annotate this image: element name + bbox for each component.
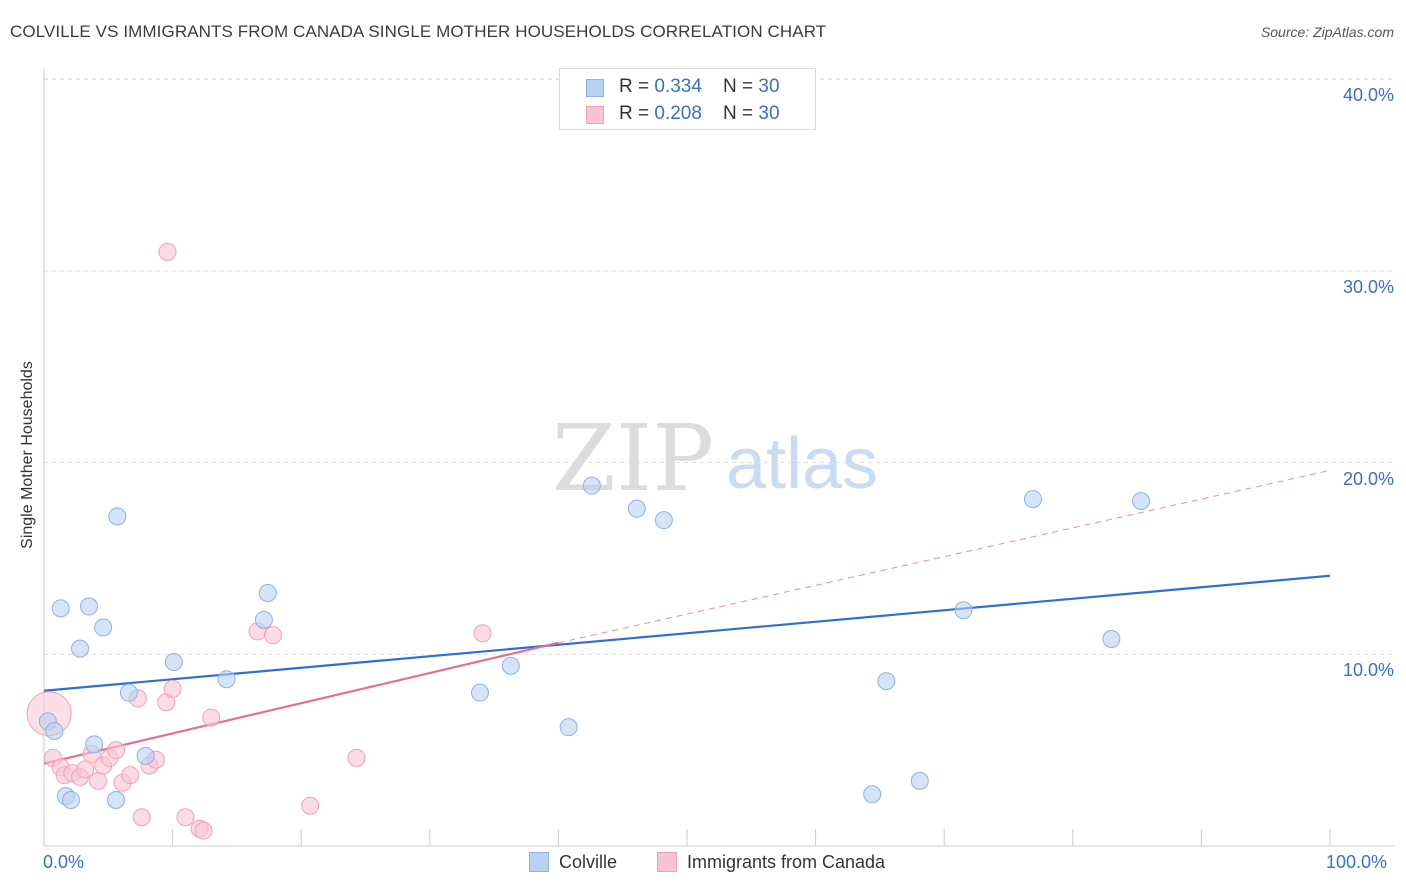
point-colville	[1102, 630, 1121, 648]
trend-lines	[43, 469, 1331, 765]
point-colville	[119, 683, 138, 702]
point-colville	[501, 656, 520, 675]
correlation-legend: R = 0.334 N = 30 R = 0.208 N = 30	[559, 68, 816, 130]
source-label: Source: ZipAtlas.com	[1260, 24, 1394, 40]
point-colville	[217, 670, 236, 689]
point-colville	[254, 610, 273, 629]
point-colville	[51, 599, 70, 618]
legend-n-value: 30	[758, 103, 780, 124]
legend-swatch-colville	[586, 79, 604, 97]
legend-n-label: N =	[723, 76, 759, 97]
point-colville	[470, 683, 489, 702]
point-canada	[163, 679, 182, 698]
axes	[43, 68, 1394, 847]
legend-text-colville: R = 0.334 N = 30	[619, 76, 780, 98]
point-canada	[107, 741, 126, 760]
point-colville	[877, 672, 896, 691]
legend-r-label: R =	[619, 76, 655, 97]
point-canada	[263, 626, 282, 645]
x-tick-label-max: 100.0%	[1326, 852, 1388, 872]
point-colville	[85, 735, 104, 754]
watermark-atlas: atlas	[726, 424, 878, 504]
x-tick-label-min: 0.0%	[43, 852, 85, 872]
point-colville	[954, 601, 973, 620]
point-colville	[62, 791, 81, 809]
legend-r-label: R =	[619, 103, 655, 124]
point-colville	[94, 618, 113, 637]
point-colville	[863, 785, 882, 804]
point-colville	[1023, 490, 1042, 509]
point-colville	[654, 511, 673, 530]
trend-line-canada	[43, 641, 559, 765]
legend-n-label: N =	[723, 103, 759, 124]
watermark: ZIP atlas	[552, 405, 878, 512]
point-colville	[71, 639, 90, 658]
point-canada	[132, 808, 151, 827]
legend-n-value: 30	[758, 76, 780, 97]
point-colville	[164, 653, 183, 671]
point-canada	[76, 760, 95, 779]
y-tick-label: 40.0%	[1342, 85, 1394, 106]
point-canada	[194, 821, 213, 840]
point-colville	[80, 597, 99, 616]
legend-label-colville: Colville	[559, 852, 618, 872]
legend-item-canada: Immigrants from Canada	[657, 852, 885, 873]
point-colville	[910, 771, 929, 790]
y-tick-label: 10.0%	[1342, 660, 1394, 681]
legend-r-value: 0.208	[654, 103, 702, 124]
point-canada	[121, 766, 140, 785]
watermark-zip: ZIP	[552, 405, 714, 512]
point-colville	[108, 507, 127, 526]
legend-item-colville: Colville	[529, 852, 617, 873]
point-canada	[176, 808, 195, 827]
point-colville	[627, 499, 646, 518]
point-canada	[202, 708, 221, 727]
legend-swatch-canada	[586, 106, 604, 124]
legend-swatch-canada	[657, 852, 677, 872]
point-colville	[559, 718, 578, 737]
point-canada	[158, 242, 177, 261]
y-tick-label: 20.0%	[1342, 468, 1394, 489]
point-canada	[89, 771, 108, 790]
data-points	[26, 242, 1150, 840]
point-colville	[136, 746, 155, 765]
point-colville	[1131, 492, 1150, 510]
point-canada	[347, 748, 366, 767]
chart-title: COLVILLE VS IMMIGRANTS FROM CANADA SINGL…	[10, 22, 827, 41]
y-tick-label: 30.0%	[1342, 277, 1394, 297]
point-colville	[258, 584, 277, 602]
legend-label-canada: Immigrants from Canada	[687, 852, 886, 872]
gridlines	[44, 78, 1394, 655]
trend-line-colville	[43, 574, 1331, 692]
legend-swatch-colville	[529, 852, 549, 872]
point-colville	[45, 722, 64, 740]
point-canada	[301, 796, 320, 815]
legend-r-value: 0.334	[654, 76, 702, 97]
point-canada	[473, 624, 492, 643]
legend-text-canada: R = 0.208 N = 30	[619, 103, 780, 125]
point-colville	[582, 476, 601, 495]
point-colville	[107, 791, 126, 809]
